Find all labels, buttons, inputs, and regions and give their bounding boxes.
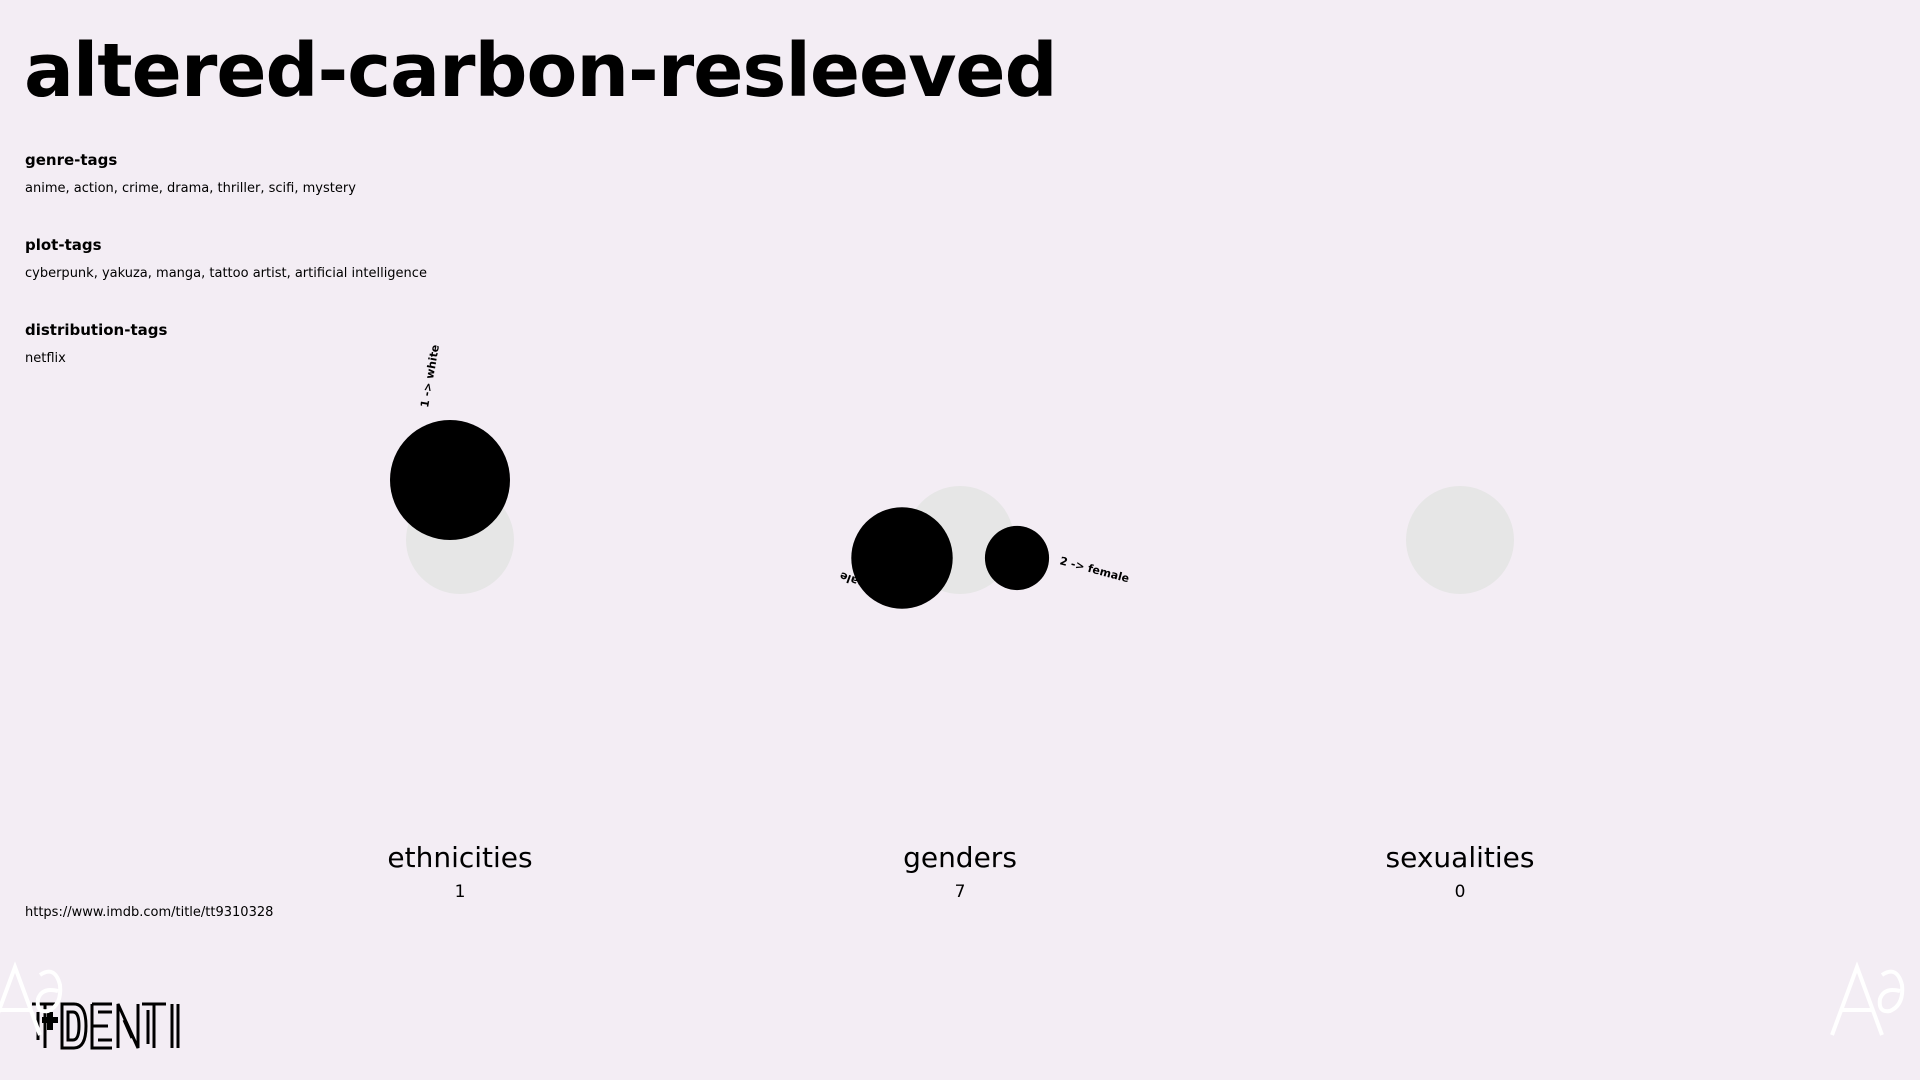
genders-count: 7 [954,882,966,902]
base-circle [1406,486,1514,594]
distribution-tags-value: netflix [25,351,66,366]
bubble-label-white: 1 -> white [418,344,442,409]
corner-mark-icon [1830,961,1905,1036]
bubble-male [851,507,953,609]
ethnicities-label: ethnicities [387,841,533,874]
bubble-white [390,420,510,540]
plot-tags-section: plot-tags cyberpunk, yakuza, manga, tatt… [25,236,427,281]
corner-mark-icon [0,961,63,1036]
sexualities-metric: sexualities 0 [1310,841,1610,902]
sexualities-count: 0 [1454,882,1466,902]
ethnicities-metric: ethnicities 1 [310,841,610,902]
bubble-label-female: 2 -> female [1058,554,1130,585]
genders-metric: genders 7 [810,841,1110,902]
genre-tags-value: anime, action, crime, drama, thriller, s… [25,181,356,196]
sexualities-label: sexualities [1385,841,1535,874]
imdb-link[interactable]: https://www.imdb.com/title/tt9310328 [25,905,274,920]
genre-tags-section: genre-tags anime, action, crime, drama, … [25,151,356,196]
genders-label: genders [903,841,1017,874]
page-title: altered-carbon-resleeved [24,28,1058,114]
bubble-female [984,525,1050,591]
plot-tags-value: cyberpunk, yakuza, manga, tattoo artist,… [25,266,427,281]
ethnicities-count: 1 [454,882,466,902]
distribution-tags-section: distribution-tags netflix [25,321,167,366]
genre-tags-label: genre-tags [25,151,118,169]
plot-tags-label: plot-tags [25,236,102,254]
distribution-tags-label: distribution-tags [25,321,168,339]
